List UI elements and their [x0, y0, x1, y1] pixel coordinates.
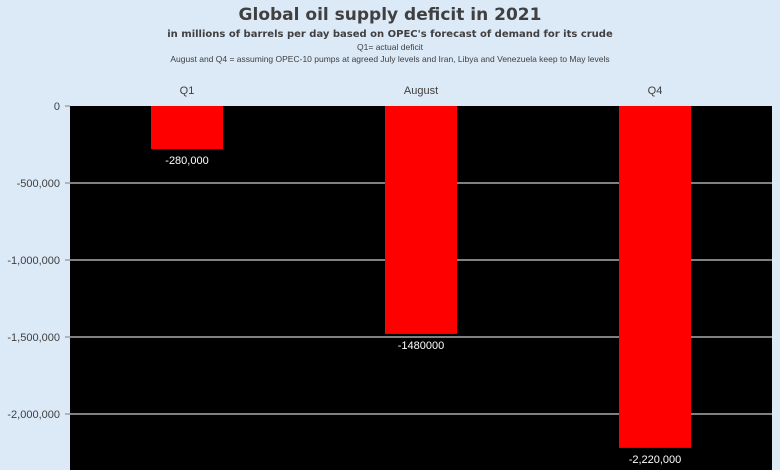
chart-note-q1: Q1= actual deficit	[357, 42, 423, 52]
chart-note-assumption: August and Q4 = assuming OPEC-10 pumps a…	[170, 54, 610, 64]
chart-title: Global oil supply deficit in 2021	[238, 5, 542, 25]
x-category-label: Q1	[180, 85, 195, 97]
x-category-label: August	[404, 85, 438, 97]
y-tick-label: -2,000,000	[7, 409, 60, 421]
bar-q4	[619, 106, 691, 448]
y-tick-label: -500,000	[17, 178, 60, 190]
data-label: -280,000	[165, 155, 208, 167]
y-tick-label: 0	[54, 101, 60, 113]
y-tick-label: -1,500,000	[7, 332, 60, 344]
chart-header: Global oil supply deficit in 2021 in mil…	[0, 0, 780, 65]
data-label: -1480000	[398, 340, 445, 352]
chart-subtitle: in millions of barrels per day based on …	[167, 29, 613, 40]
y-tick-label: -1,000,000	[7, 255, 60, 267]
bar-august	[385, 106, 457, 334]
x-category-label: Q4	[648, 85, 663, 97]
data-label: -2,220,000	[629, 454, 682, 466]
bar-q1	[151, 106, 223, 150]
